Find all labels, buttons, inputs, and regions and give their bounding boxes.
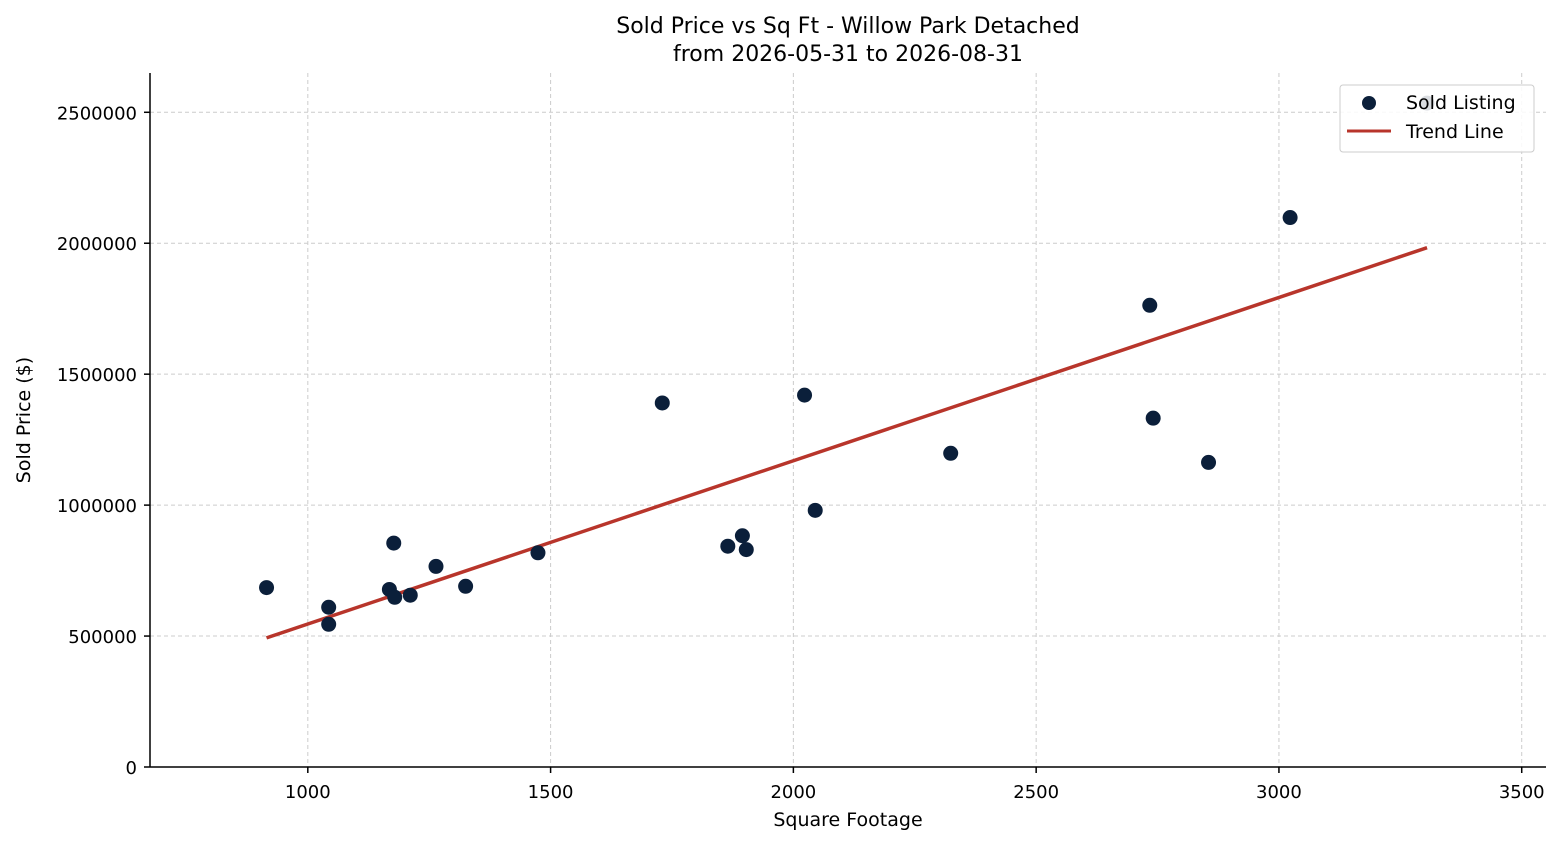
data-point <box>259 580 275 596</box>
data-point <box>530 545 546 561</box>
data-point <box>943 445 959 461</box>
x-axis-label: Square Footage <box>773 809 922 831</box>
axes <box>144 73 1546 773</box>
data-point <box>1142 297 1158 313</box>
y-tick-label: 1500000 <box>57 365 137 386</box>
x-tick-label: 1500 <box>528 782 574 803</box>
chart-title-line-2: from 2026-05-31 to 2026-08-31 <box>673 42 1023 67</box>
y-tick-label: 500000 <box>68 627 137 648</box>
legend-scatter-marker <box>1362 96 1376 110</box>
legend: Sold Listing Trend Line <box>1339 84 1535 153</box>
legend-scatter-label: Sold Listing <box>1406 92 1516 114</box>
data-point <box>797 387 813 403</box>
data-point <box>738 542 754 558</box>
data-point <box>387 589 403 605</box>
chart-title-line-1: Sold Price vs Sq Ft - Willow Park Detach… <box>616 14 1079 39</box>
data-point <box>1201 454 1217 470</box>
legend-trend-label: Trend Line <box>1405 121 1504 143</box>
y-tick-label: 0 <box>126 758 137 779</box>
x-tick-label: 1000 <box>285 782 331 803</box>
x-tick-label: 2500 <box>1013 782 1059 803</box>
data-point <box>720 538 736 554</box>
data-point <box>321 599 337 615</box>
data-point <box>1282 210 1298 226</box>
grid <box>150 73 1546 768</box>
data-point <box>1145 410 1161 426</box>
data-point <box>386 535 402 551</box>
x-tick-label: 2000 <box>770 782 816 803</box>
data-point <box>402 587 418 603</box>
tick-labels: 1000 1500 2000 2500 3000 3500 0 500000 1000000 15… <box>57 103 1545 803</box>
y-tick-label: 1000000 <box>57 496 137 517</box>
data-point <box>654 395 670 411</box>
y-tick-label: 2500000 <box>57 103 137 124</box>
trend-line <box>265 246 1428 640</box>
data-point <box>321 616 337 632</box>
x-tick-label: 3500 <box>1499 782 1545 803</box>
data-point <box>807 502 823 518</box>
legend-box <box>1339 84 1535 153</box>
data-point <box>458 578 474 594</box>
trend-line-layer <box>265 246 1428 640</box>
scatter-points <box>259 95 1435 632</box>
y-axis-label: Sold Price ($) <box>13 357 35 483</box>
y-tick-label: 2000000 <box>57 234 137 255</box>
data-point <box>734 528 750 544</box>
data-point <box>428 558 444 574</box>
x-tick-label: 3000 <box>1256 782 1302 803</box>
